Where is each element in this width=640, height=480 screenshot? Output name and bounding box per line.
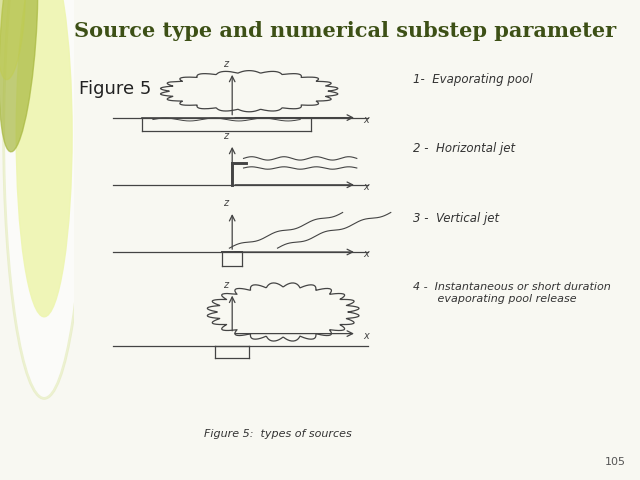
- Text: 105: 105: [605, 456, 626, 467]
- Circle shape: [4, 0, 84, 398]
- Text: z: z: [223, 198, 228, 208]
- Ellipse shape: [0, 0, 38, 152]
- Text: x: x: [364, 249, 369, 259]
- Text: z: z: [223, 59, 228, 69]
- Text: x: x: [364, 115, 369, 124]
- Ellipse shape: [0, 0, 25, 80]
- Text: 3 -  Vertical jet: 3 - Vertical jet: [413, 212, 500, 225]
- Text: Source type and numerical substep parameter: Source type and numerical substep parame…: [74, 21, 616, 41]
- Circle shape: [16, 0, 72, 317]
- Text: Figure 5:  types of sources: Figure 5: types of sources: [204, 430, 351, 439]
- Text: x: x: [364, 331, 369, 340]
- Text: z: z: [223, 280, 228, 290]
- Text: z: z: [223, 131, 228, 141]
- Text: 1-  Evaporating pool: 1- Evaporating pool: [413, 72, 533, 86]
- Text: Figure 5: Figure 5: [79, 80, 152, 98]
- Text: 4 -  Instantaneous or short duration
       evaporating pool release: 4 - Instantaneous or short duration evap…: [413, 282, 611, 304]
- Text: 2 -  Horizontal jet: 2 - Horizontal jet: [413, 142, 516, 156]
- Text: x: x: [364, 182, 369, 192]
